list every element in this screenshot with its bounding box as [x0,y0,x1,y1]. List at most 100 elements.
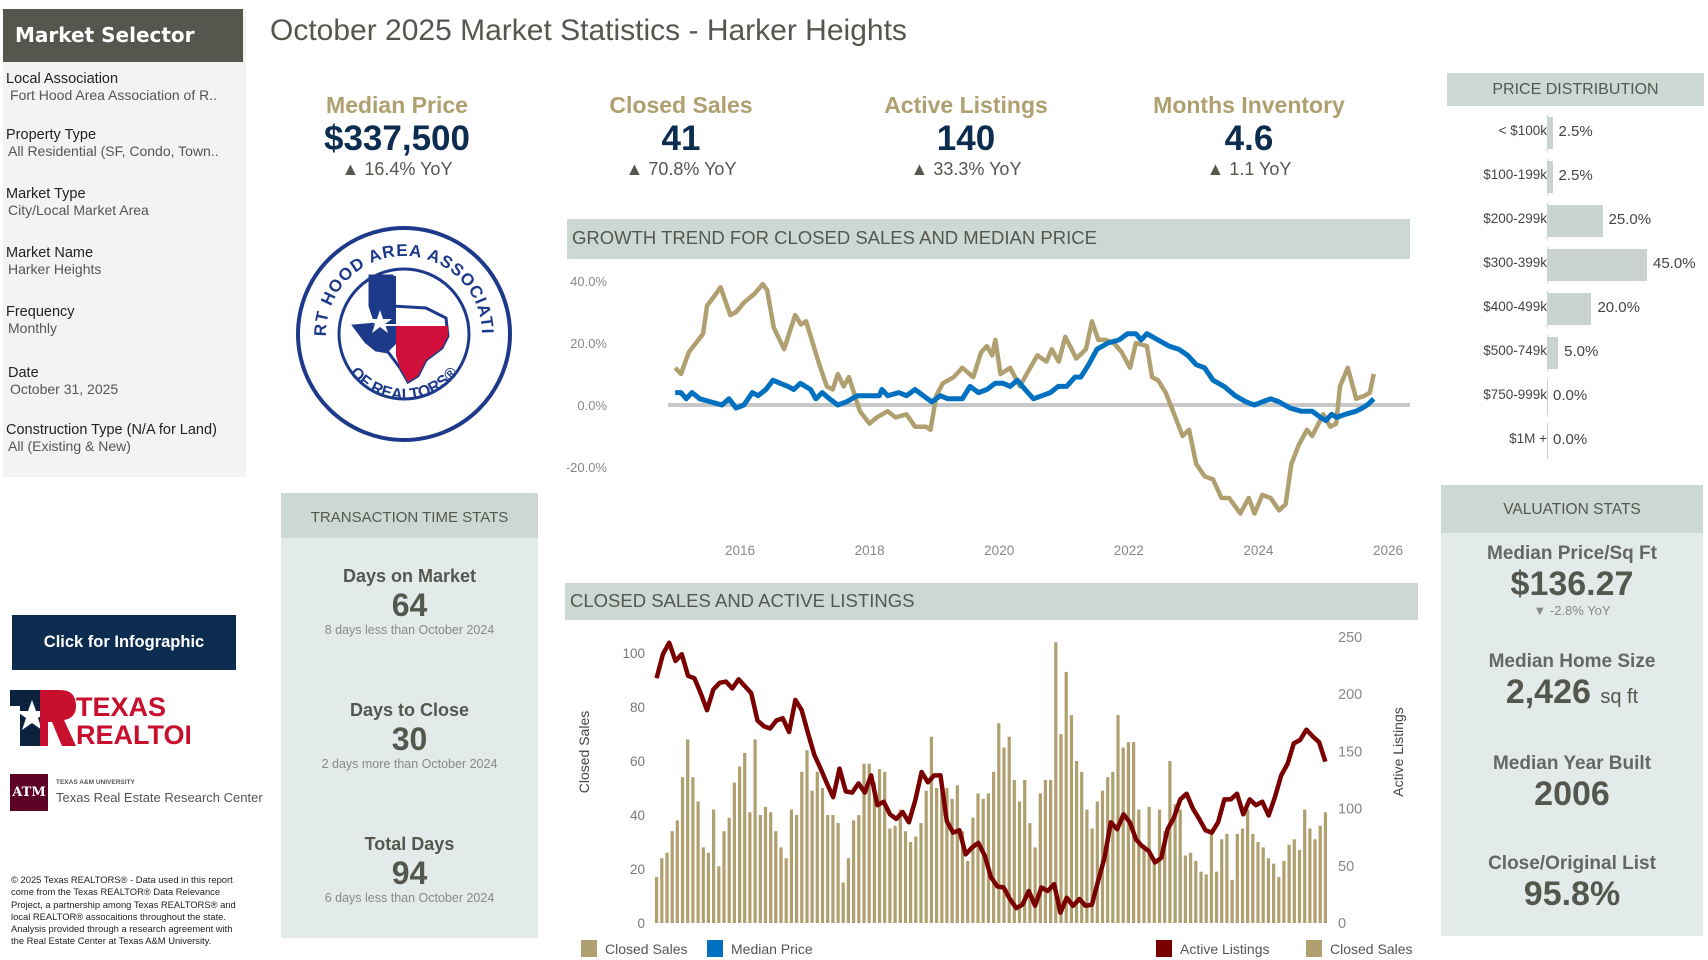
tamu-small-text: TEXAS A&M UNIVERSITY [56,779,135,786]
legend-closed-sales[interactable]: Closed Sales [581,940,688,957]
closed-sales-bar [1194,860,1198,923]
legend-median-price[interactable]: Median Price [707,940,813,957]
legend-swatch [581,940,597,957]
price-bucket-row[interactable]: $500-749k 5.0% [1447,333,1708,373]
filter-property-type[interactable]: Property Type All Residential (SF, Condo,… [6,127,242,159]
legend-label: Closed Sales [605,940,688,957]
closed-sales-bar [1189,852,1193,923]
price-bucket-bar [1547,293,1592,325]
closed-sales-bar [826,815,830,923]
kpi-months-inventory: Months Inventory 4.6 ▲ 1.1 YoY [1119,92,1379,180]
stat-comparison: 6 days less than October 2024 [324,891,495,905]
legend-active-listings[interactable]: Active Listings [1156,940,1269,957]
stat-yoy: ▼ -2.8% YoY [1533,603,1611,618]
active-listings-line [654,640,1328,915]
filter-market-type[interactable]: Market Type City/Local Market Area [6,186,242,218]
series-line-closed-sales [673,281,1376,516]
closed-sales-bar [841,882,845,923]
price-bucket-label: $100-199k [1483,167,1547,182]
texas-flag-shape-icon [351,274,450,385]
stat-value: $136.27 [1510,565,1634,603]
filter-value[interactable]: Monthly [8,320,58,336]
stat-label: Days to Close [349,700,470,720]
filter-value[interactable]: October 31, 2025 [10,381,119,397]
closed-sales-bar [1142,844,1146,923]
closed-sales-bar [706,852,711,923]
closed-sales-bar [971,817,975,923]
price-bucket-row[interactable]: $1M + 0.0% [1447,421,1708,461]
market-selector-title: Market Selector [3,9,243,62]
filter-construction-type[interactable]: Construction Type (N/A for Land) All (Exi… [6,422,242,454]
filter-market-name[interactable]: Market Name Harker Heights [6,245,242,277]
tamu-name: Texas Real Estate Research Center [56,790,263,805]
filter-value[interactable]: All (Existing & New) [8,438,131,454]
stat-label: Total Days [364,834,455,854]
price-bucket-row[interactable]: $300-399k 45.0% [1447,245,1708,285]
kpi-yoy: ▲ 33.3% YoY [910,159,1022,179]
texas-realtors-mark-icon: TEXAS REALTORS [10,690,222,750]
closed-sales-bar [929,736,934,923]
right-tick-label: 250 [1338,630,1362,646]
filter-date[interactable]: Date October 31, 2025 [6,365,242,397]
growth-trend-chart[interactable]: 40.0% 20.0% 0.0% -20.0% 2016 2018 2020 2022 2024… [567,260,1410,560]
filter-value[interactable]: All Residential (SF, Condo, Town.. [8,143,219,159]
stat-value: 2,426 [1505,673,1591,711]
price-bucket-row[interactable]: < $100k 2.5% [1447,113,1708,153]
closed-sales-bar [1225,833,1229,923]
closed-sales-bar [670,831,674,923]
price-bucket-row[interactable]: $400-499k 20.0% [1447,289,1708,329]
valuation-stats-panel [1441,485,1703,936]
filter-local-association[interactable]: Local Association Fort Hood Area Associat… [6,71,242,103]
closed-sales-bar [877,769,882,923]
x-tick-label: 2016 [725,543,755,558]
filter-frequency[interactable]: Frequency Monthly [6,304,242,336]
stat-unit: sq ft [1600,686,1639,708]
filter-value[interactable]: Harker Heights [8,261,102,277]
closed-sales-bar [1075,761,1079,923]
closed-sales-bar [1157,809,1162,923]
closed-sales-bar [691,777,695,923]
price-bucket-pct: 0.0% [1553,431,1588,448]
legend-swatch [1156,940,1172,957]
closed-sales-bar [888,828,892,923]
closed-sales-bar [774,831,778,923]
filter-label: Construction Type (N/A for Land) [6,422,217,438]
closed-sales-bar [1220,839,1224,923]
closed-sales-active-listings-chart[interactable]: 0 20 40 60 80 100 0 50 100 150 200 250 Closed Sales A… [565,622,1418,937]
price-bucket-row[interactable]: $200-299k 25.0% [1447,201,1708,241]
legend-label: Active Listings [1180,940,1270,957]
y-tick-label: 20.0% [570,336,607,351]
closed-sales-bar [1007,736,1011,923]
left-tick-label: 0 [637,916,645,931]
price-bucket-row[interactable]: $750-999k 0.0% [1447,377,1708,417]
stat-median-home-size: Median Home Size 2,426 sq ft [1441,651,1703,716]
legend-closed-sales-2[interactable]: Closed Sales [1306,940,1413,957]
y-axis-title: Closed Sales [576,711,592,794]
filter-value[interactable]: City/Local Market Area [8,202,149,218]
kpi-value: 41 [661,119,701,158]
closed-sales-bar [898,809,902,923]
closed-sales-bar [1069,715,1074,923]
x-tick-label: 2020 [984,543,1014,558]
stat-comparison: 8 days less than October 2024 [324,623,495,637]
closed-sales-bar [1002,747,1006,923]
price-bucket-pct: 45.0% [1653,255,1696,272]
closed-sales-bar [1080,771,1084,923]
filter-value[interactable]: Fort Hood Area Association of R.. [10,87,217,103]
closed-sales-bar [1230,879,1234,923]
stat-close-original-list: Close/Original List 95.8% [1441,853,1703,913]
closed-sales-bar [815,771,819,923]
closed-sales-bar [1287,844,1291,923]
kpi-label: Median Price [326,92,468,118]
closed-sales-bar [909,842,913,923]
price-bucket-row[interactable]: $100-199k 2.5% [1447,157,1708,197]
kpi-closed-sales: Closed Sales 41 ▲ 70.8% YoY [551,92,811,180]
closed-sales-bar [1043,779,1048,923]
infographic-button[interactable]: Click for Infographic [12,615,236,670]
closed-sales-bar [992,771,996,923]
closed-sales-bar [748,812,752,923]
left-tick-label: 80 [630,700,645,715]
closed-sales-bar [800,771,804,923]
price-bucket-label: $300-399k [1483,255,1547,270]
price-bucket-label: $400-499k [1483,299,1547,314]
